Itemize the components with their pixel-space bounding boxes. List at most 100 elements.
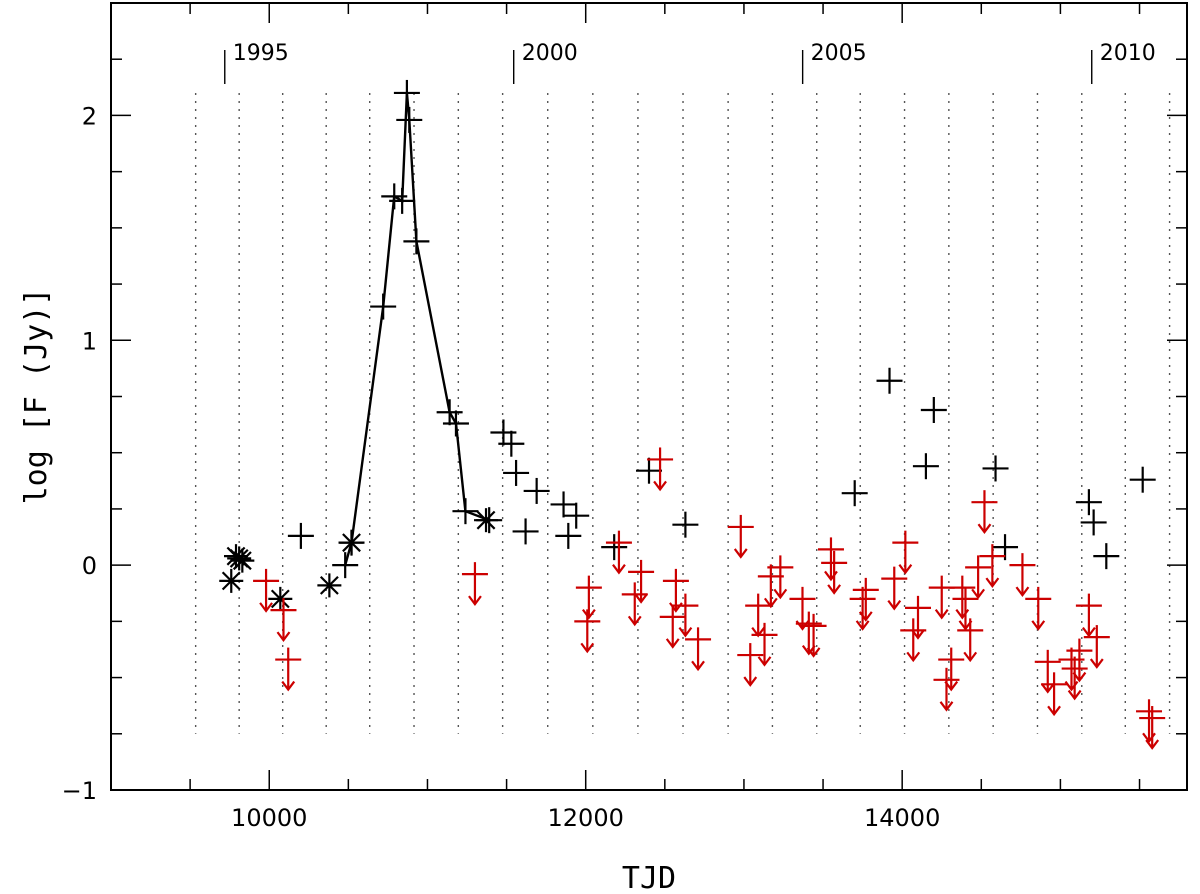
detection-point: [403, 228, 430, 255]
detection-point: [389, 187, 416, 214]
detection-point: [287, 522, 314, 549]
upper-limit-point: [275, 647, 302, 692]
upper-limit-point: [800, 613, 827, 658]
upper-limit-point: [892, 530, 919, 575]
detection-point: [442, 410, 469, 437]
upper-limit-point: [672, 593, 699, 638]
upper-limit-point: [1009, 553, 1036, 597]
upper-limit-point: [949, 575, 976, 620]
data-markers: [219, 79, 1166, 750]
upper-limit-point: [767, 555, 794, 600]
dotted-grid: [194, 92, 1171, 734]
upper-limit-point: [1061, 656, 1088, 701]
detection-point: [396, 106, 423, 133]
upper-limit-point: [821, 550, 848, 595]
detection-asterisk-point: [230, 548, 255, 573]
upper-limit-point: [737, 643, 764, 687]
detection-point: [920, 396, 947, 423]
upper-limit-point: [938, 647, 965, 692]
detection-point: [512, 518, 539, 545]
upper-limit-point: [685, 627, 712, 672]
upper-limit-point: [605, 530, 632, 575]
upper-limit-point: [727, 514, 754, 559]
detection-point: [490, 419, 517, 446]
upper-limit-point: [795, 611, 822, 656]
upper-limit-point: [1041, 672, 1068, 717]
upper-limit-point: [1083, 625, 1110, 669]
detection-point: [555, 522, 582, 549]
y-tick-label: 0: [82, 552, 97, 580]
upper-limit-point: [1066, 638, 1093, 683]
detection-point: [370, 293, 397, 320]
detection-point: [841, 480, 868, 507]
upper-limit-point: [621, 582, 648, 627]
upper-limit-point: [965, 555, 992, 600]
upper-limit-point: [817, 537, 844, 582]
detection-point: [1075, 489, 1102, 516]
upper-limit-point: [933, 667, 960, 712]
upper-limit-point: [461, 562, 488, 606]
detection-point: [636, 457, 662, 484]
detection-point: [672, 511, 699, 538]
detection-point: [498, 430, 525, 457]
upper-limit-point: [979, 544, 1006, 588]
upper-limit-point: [849, 586, 876, 631]
year-label: 2005: [811, 41, 867, 66]
year-label: 1995: [233, 41, 289, 66]
year-label: 2010: [1100, 41, 1156, 66]
y-tick-label: 2: [82, 102, 97, 130]
upper-limit-point: [957, 618, 984, 663]
detection-point: [912, 453, 939, 480]
detection-point: [1080, 509, 1107, 536]
detection-point: [563, 502, 590, 529]
x-axis-title: TJD: [622, 861, 676, 894]
detection-asterisk-point: [317, 573, 342, 598]
upper-limit-point: [1034, 649, 1061, 694]
upper-limit-point: [628, 559, 655, 604]
detection-point: [452, 498, 479, 525]
upper-limit-point: [574, 609, 601, 654]
upper-limit-point: [575, 575, 602, 620]
detection-point: [1129, 466, 1156, 493]
detection-point: [503, 459, 530, 486]
upper-limit-point: [1139, 706, 1166, 750]
detection-point: [436, 399, 463, 426]
detection-point: [523, 477, 550, 504]
detection-point: [601, 534, 628, 561]
detection-asterisk-point: [339, 530, 364, 555]
x-tick-label: 10000: [231, 804, 307, 832]
upper-limit-point: [270, 598, 297, 642]
upper-limit-point: [971, 490, 998, 535]
upper-limit-point: [1136, 699, 1163, 744]
y-tick-label: −1: [62, 777, 97, 805]
upper-limit-point: [253, 568, 280, 613]
axis-ticks: [110, 2, 1187, 791]
upper-limit-point: [1075, 593, 1102, 638]
tick-labels: 10000 12000 14000 −1 0 1 2: [62, 102, 941, 832]
upper-limit-point: [659, 604, 686, 649]
year-markers: 1995 2000 2005 2010: [224, 41, 1156, 84]
detection-point: [550, 491, 577, 518]
upper-limit-point: [928, 575, 955, 620]
year-label: 2000: [522, 41, 578, 66]
detection-point: [1093, 543, 1120, 570]
upper-limit-point: [751, 622, 778, 667]
upper-limit-point: [1025, 586, 1052, 631]
upper-limit-point: [852, 577, 879, 622]
plot-frame: [110, 2, 1188, 791]
outburst-connecting-line: [344, 92, 490, 566]
detection-asterisk-point: [474, 508, 499, 533]
detection-point: [982, 455, 1009, 482]
detection-point: [876, 367, 903, 394]
detection-point: [332, 552, 359, 579]
x-tick-label: 12000: [548, 804, 624, 832]
upper-limit-point: [881, 566, 908, 611]
detection-asterisk-point: [219, 568, 244, 593]
upper-limit-point: [647, 447, 674, 492]
x-tick-label: 14000: [864, 804, 940, 832]
y-axis-title: log [F (Jy)]: [19, 288, 54, 505]
detection-point: [393, 79, 420, 106]
y-tick-label: 1: [82, 327, 97, 355]
upper-limit-point: [905, 595, 931, 640]
